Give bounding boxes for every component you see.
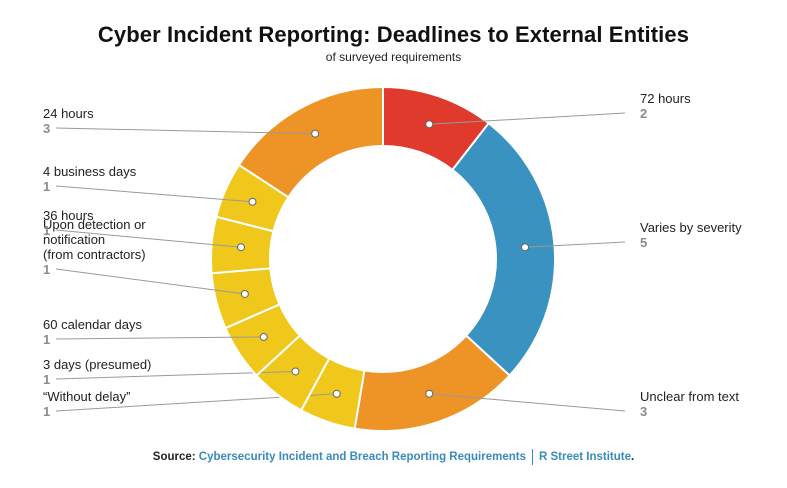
slice-label-name: Varies by severity xyxy=(640,220,742,235)
slice-label-3-days-presumed: 3 days (presumed) 1 xyxy=(43,357,151,387)
slice-label-4-business-days: 4 business days 1 xyxy=(43,164,136,194)
slice-label-value: 5 xyxy=(640,235,648,250)
slice-label-value: 1 xyxy=(43,179,51,194)
leader-line xyxy=(55,268,245,295)
leader-line xyxy=(55,336,264,340)
slice-label-36-hours: 36 hours 1 xyxy=(43,208,94,238)
slice-label-60-calendar-days: 60 calendar days 1 xyxy=(43,317,142,347)
slice-label-name: 36 hours xyxy=(43,208,94,223)
slice-label-name: 24 hours xyxy=(43,106,94,121)
slice-label-name: “Without delay” xyxy=(43,389,131,404)
source-divider xyxy=(532,449,533,465)
leader-dot xyxy=(240,289,249,298)
slice-label-value: 2 xyxy=(640,106,648,121)
leader-line xyxy=(55,229,242,248)
leader-line xyxy=(429,393,626,412)
source-link[interactable]: Cybersecurity Incident and Breach Report… xyxy=(198,451,526,464)
leader-dot xyxy=(248,197,257,206)
slice-label-value: 1 xyxy=(43,262,51,277)
leader-dot xyxy=(236,243,245,252)
source-org[interactable]: R Street Institute xyxy=(539,451,632,464)
leader-dot xyxy=(425,120,434,129)
slice-label-value: 3 xyxy=(640,404,648,419)
chart-subtitle: of surveyed requirements xyxy=(325,50,462,64)
slice-label-value: 1 xyxy=(43,223,51,238)
slice-label-unclear-from-text: Unclear from text 3 xyxy=(640,389,739,419)
slice-label-name: Upon detection or notification (from con… xyxy=(43,217,146,262)
leader-dot xyxy=(332,389,341,398)
slice-label-name: 60 calendar days xyxy=(43,317,143,332)
slice-label-name: 72 hours xyxy=(640,91,691,106)
slice-label-24-hours: 24 hours 3 xyxy=(43,106,94,136)
slice-label-value: 1 xyxy=(43,372,51,387)
leader-dot xyxy=(425,389,434,398)
slice-label-without-delay: “Without delay” 1 xyxy=(43,389,130,419)
chart-title: Cyber Incident Reporting: Deadlines to E… xyxy=(97,22,690,47)
slice-label-name: Unclear from text xyxy=(640,389,739,404)
slice-label-name: 3 days (presumed) xyxy=(43,357,152,372)
slice-label-72-hours: 72 hours 2 xyxy=(640,91,691,121)
leader-line xyxy=(524,241,626,248)
source-suffix: . xyxy=(631,451,635,464)
slice-label-upon-detection-or-notification-from-contractors: Upon detection or notification (from con… xyxy=(43,217,146,277)
slice-label-name: 4 business days xyxy=(43,164,137,179)
source-prefix: Source: xyxy=(152,451,199,464)
slice-label-value: 1 xyxy=(43,404,51,419)
leader-dot xyxy=(259,332,268,341)
leader-dot xyxy=(311,129,320,138)
leader-line xyxy=(429,112,626,125)
slice-label-value: 3 xyxy=(43,121,51,136)
leader-dot xyxy=(291,367,300,376)
source-line: Source: Cybersecurity Incident and Breac… xyxy=(0,449,787,465)
leader-line xyxy=(55,185,253,203)
leader-line xyxy=(55,127,316,135)
leader-dot xyxy=(521,243,530,252)
slice-label-value: 1 xyxy=(43,332,51,347)
slice-varies-by-severity xyxy=(451,121,556,377)
slice-label-varies-by-severity: Varies by severity 5 xyxy=(640,220,742,250)
slice-24-hours xyxy=(237,85,384,199)
